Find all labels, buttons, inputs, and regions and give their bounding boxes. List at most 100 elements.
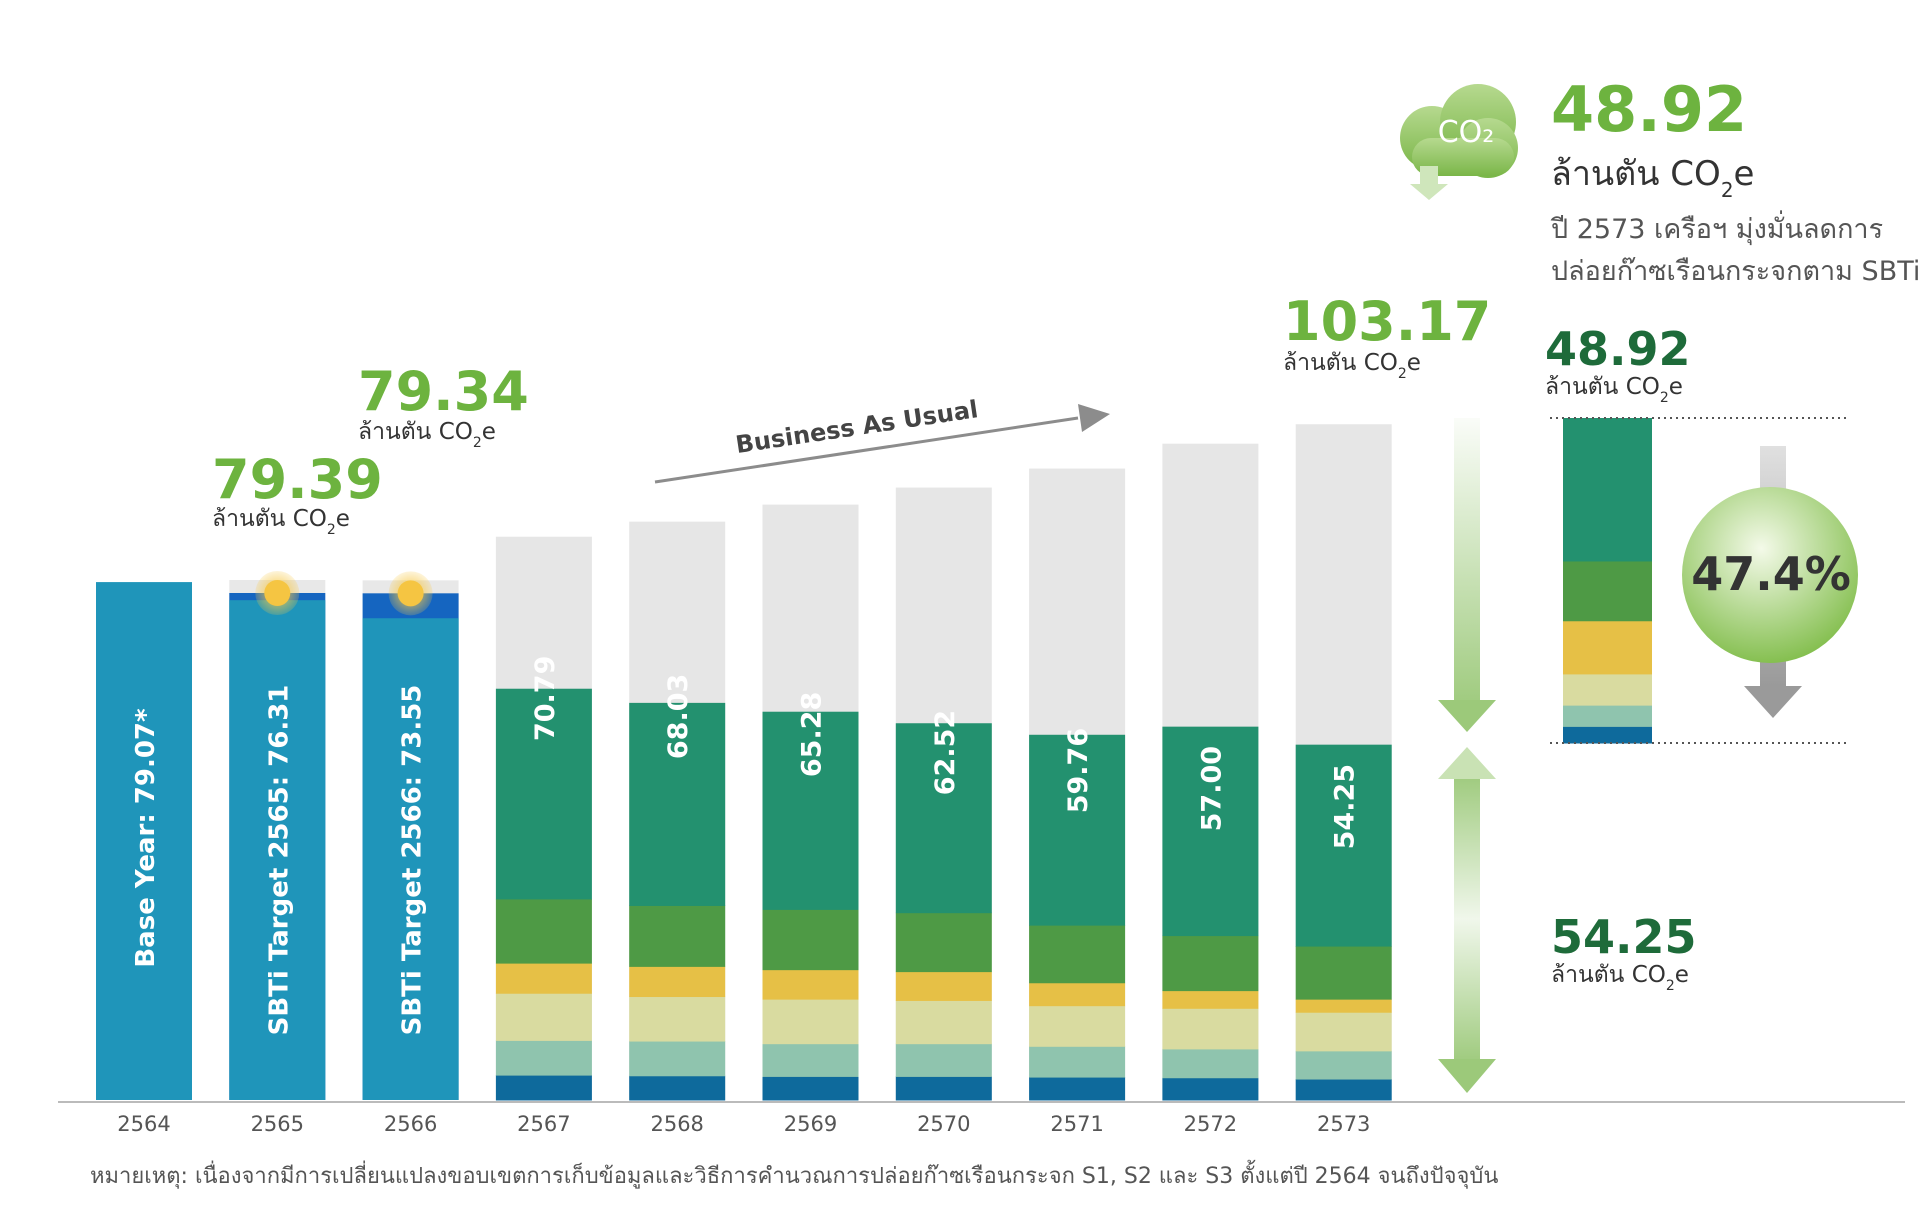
reduction-segment: [1563, 726, 1652, 744]
cloud-arrow-shaft: [1420, 166, 1438, 184]
bar-segment: [1295, 999, 1392, 1013]
x-tick-label: 2571: [1050, 1112, 1103, 1136]
hero-line-1: ปี 2573 เครือฯ มุ่งมั่นลดการ: [1551, 210, 1884, 246]
bar-sbti-target: [362, 618, 459, 1100]
reduction-segment: [1563, 673, 1652, 706]
sun-dot: [264, 579, 291, 606]
bar-segment: [1295, 1012, 1392, 1052]
bar-value-label: 57.00: [1196, 746, 1227, 831]
bar-value-label: 59.76: [1063, 728, 1094, 813]
reduction-unit: ล้านตัน CO2e: [1545, 374, 1683, 406]
bar-sbti-target: [229, 600, 326, 1100]
bar-segment: [1295, 1079, 1392, 1101]
bar-value-label: 62.52: [930, 710, 961, 795]
bar-segment: [629, 996, 726, 1042]
bar-segment: [895, 723, 992, 914]
bar-segment: [895, 912, 992, 973]
x-tick-label: 2572: [1184, 1112, 1237, 1136]
bar-value-label: SBTi Target 2566: 73.55: [398, 685, 428, 1036]
co2-cloud-icon: CO₂: [1400, 84, 1518, 200]
bar-segment: [895, 971, 992, 1001]
bar-value-label: 54.25: [1330, 764, 1361, 849]
bar-segment: [762, 999, 859, 1045]
bar-value-label: 70.79: [530, 656, 561, 741]
bau-arrowhead: [1078, 404, 1110, 432]
bar-segment: [495, 1075, 592, 1101]
bar-segment: [1029, 982, 1126, 1007]
bar-segment: [1295, 744, 1392, 947]
bar-segment: [495, 898, 592, 964]
bar-segment: [762, 711, 859, 910]
bar-value-label: SBTi Target 2565: 76.31: [264, 685, 294, 1036]
bar-segment: [1162, 1077, 1259, 1101]
reduction-down-arrow-shaft: [1454, 418, 1480, 700]
hero-unit: ล้านตัน CO2e: [1551, 154, 1754, 202]
reduction-value: 48.92: [1545, 322, 1691, 376]
bar-segment: [1029, 734, 1126, 926]
bar-segment: [895, 1043, 992, 1077]
remaining-up-arrowhead: [1438, 747, 1496, 779]
bar-segment: [895, 1076, 992, 1101]
bar-segment: [762, 1043, 859, 1077]
percent-value: 47.4%: [1691, 547, 1851, 601]
x-tick-label: 2568: [650, 1112, 703, 1136]
bar-segment: [1162, 726, 1259, 937]
bar-value-label: 65.28: [797, 692, 828, 777]
remaining-down-arrowhead: [1438, 1059, 1496, 1093]
reduction-segment: [1563, 560, 1652, 622]
reduction-segment: [1563, 418, 1652, 562]
bar-segment: [1029, 925, 1126, 984]
x-tick-label: 2567: [517, 1112, 570, 1136]
x-tick-label: 2565: [251, 1112, 304, 1136]
x-tick-label: 2564: [117, 1112, 170, 1136]
sun-dot: [397, 580, 424, 607]
percent-arrowhead: [1744, 686, 1802, 718]
bar-segment: [1295, 946, 1392, 1000]
headline-value-2566: 79.34: [358, 360, 529, 423]
reduction-segment: [1563, 620, 1652, 675]
bar-segment: [495, 1040, 592, 1076]
bar-segment: [1162, 990, 1259, 1009]
bau-arrow-line: [654, 416, 1079, 484]
bar-base-year: [96, 582, 192, 1100]
bar-segment: [1162, 1048, 1259, 1079]
cloud-co2-text: CO₂: [1438, 115, 1495, 150]
remaining-value: 54.25: [1551, 910, 1697, 964]
headline-unit-2573: ล้านตัน CO2e: [1283, 350, 1421, 382]
headline-unit-2566: ล้านตัน CO2e: [358, 419, 496, 451]
bar-value-label: Base Year: 79.07*: [131, 708, 161, 968]
remaining-arrow-shaft: [1454, 779, 1480, 1059]
x-tick-label: 2573: [1317, 1112, 1370, 1136]
reduction-segment: [1563, 705, 1652, 727]
bar-segment: [1029, 1046, 1126, 1078]
bar-segment: [495, 688, 592, 900]
x-tick-label: 2570: [917, 1112, 970, 1136]
bar-segment: [762, 1076, 859, 1101]
bar-segment: [1029, 1005, 1126, 1047]
bar-segment: [495, 993, 592, 1041]
bar-segment: [629, 966, 726, 998]
bar-segment: [762, 909, 859, 971]
x-tick-label: 2566: [384, 1112, 437, 1136]
remaining-unit: ล้านตัน CO2e: [1551, 962, 1689, 994]
bar-segment: [762, 969, 859, 1000]
bar-segment: [629, 1075, 726, 1101]
bar-segment: [1162, 935, 1259, 992]
bar-segment: [1295, 1050, 1392, 1080]
footnote: หมายเหตุ: เนื่องจากมีการเปลี่ยนแปลงขอบเข…: [90, 1164, 1499, 1189]
cloud-arrowhead: [1410, 184, 1448, 200]
bar-segment: [1029, 1077, 1126, 1101]
bar-segment: [895, 1000, 992, 1045]
bar-segment: [1162, 1008, 1259, 1050]
headline-value-2565: 79.39: [212, 448, 383, 511]
hero-line-2: ปล่อยก๊าซเรือนกระจกตาม SBTi: [1551, 256, 1920, 287]
reduction-down-arrowhead: [1438, 700, 1496, 732]
headline-value-2573: 103.17: [1283, 290, 1491, 353]
bar-value-label: 68.03: [663, 674, 694, 759]
headline-unit-2565: ล้านตัน CO2e: [212, 506, 350, 538]
bar-segment: [629, 1041, 726, 1077]
x-tick-label: 2569: [784, 1112, 837, 1136]
hero-value: 48.92: [1551, 73, 1747, 146]
